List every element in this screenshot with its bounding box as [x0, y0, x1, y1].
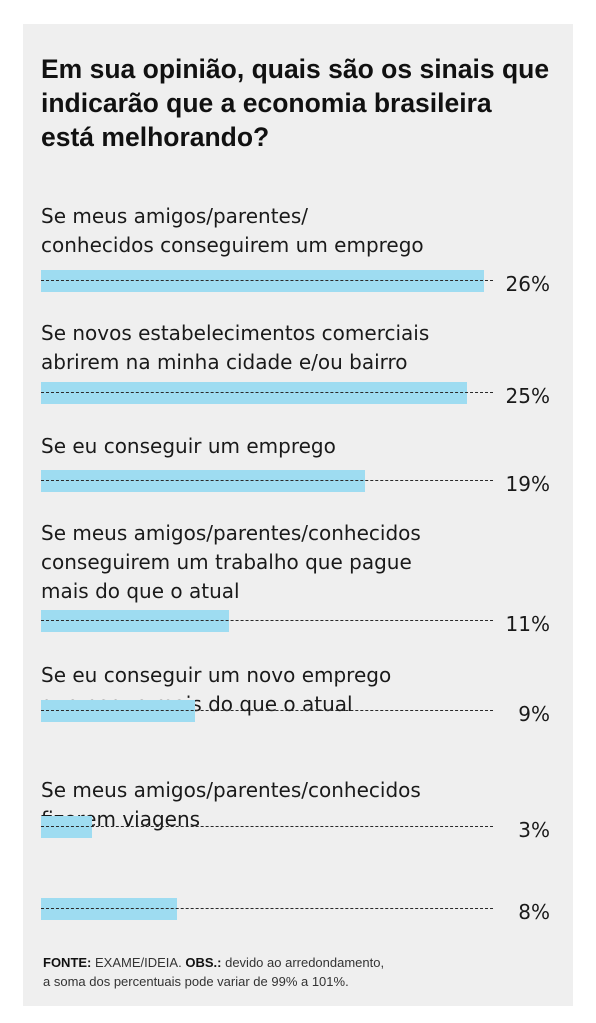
bar	[41, 270, 485, 292]
source-label: FONTE:	[43, 955, 92, 970]
bar-track	[41, 470, 493, 492]
bar	[41, 382, 468, 404]
category-label: Se novos estabelecimentos comerciais abr…	[41, 321, 430, 374]
chart-title: Em sua opinião, quais são os sinais que …	[41, 54, 550, 152]
dashed-leader-line	[41, 392, 493, 393]
obs-text: devido ao arredondamento,	[225, 955, 385, 970]
value-label: 9%	[518, 702, 550, 726]
bar-track	[41, 898, 493, 920]
value-label: 25%	[505, 384, 550, 408]
bar-track	[41, 270, 493, 292]
chart-card: Em sua opinião, quais são os sinais que …	[23, 24, 573, 1006]
bar	[41, 816, 93, 838]
bar-track	[41, 610, 493, 632]
value-label: 8%	[518, 900, 550, 924]
dashed-leader-line	[41, 826, 493, 827]
value-label: 19%	[505, 472, 550, 496]
bar-track	[41, 700, 493, 722]
dashed-leader-line	[41, 280, 493, 281]
category-label: Se meus amigos/parentes/conhecidos conse…	[41, 521, 421, 603]
category-label: Se meus amigos/parentes/conhecidos fizer…	[41, 778, 421, 831]
bar	[41, 898, 178, 920]
dashed-leader-line	[41, 480, 493, 481]
source-note: FONTE: EXAME/IDEIA. OBS.: devido ao arre…	[43, 953, 543, 991]
category-label: Se meus amigos/parentes/ conhecidos cons…	[41, 204, 424, 257]
bar-list: Se meus amigos/parentes/ conhecidos cons…	[23, 24, 573, 1006]
obs-text-2: a soma dos percentuais pode variar de 99…	[43, 974, 349, 989]
category-label: Se eu conseguir um novo emprego que pagu…	[41, 663, 392, 716]
bar	[41, 610, 229, 632]
dashed-leader-line	[41, 620, 493, 621]
bar	[41, 470, 366, 492]
value-label: 3%	[518, 818, 550, 842]
bar-track	[41, 382, 493, 404]
value-label: 11%	[505, 612, 550, 636]
dashed-leader-line	[41, 710, 493, 711]
dashed-leader-line	[41, 908, 493, 909]
bar	[41, 700, 195, 722]
obs-label: OBS.:	[185, 955, 222, 970]
value-label: 26%	[505, 272, 550, 296]
bar-track	[41, 816, 493, 838]
category-label: Se eu conseguir um emprego	[41, 434, 336, 458]
source-text: EXAME/IDEIA.	[95, 955, 182, 970]
